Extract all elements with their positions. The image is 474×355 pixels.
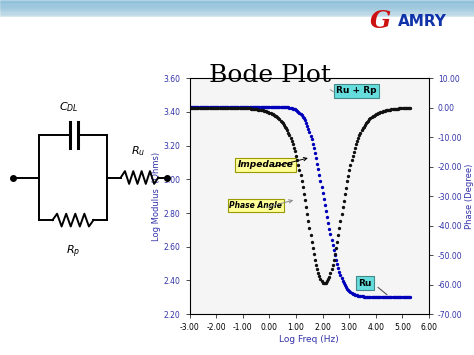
Text: G: G — [370, 9, 391, 33]
Text: Ru: Ru — [358, 279, 372, 288]
Text: Impedance: Impedance — [237, 160, 293, 169]
Text: $R_u$: $R_u$ — [131, 144, 145, 158]
Text: $C_{DL}$: $C_{DL}$ — [59, 100, 79, 114]
Y-axis label: Log Modulus  (Ohms): Log Modulus (Ohms) — [152, 152, 161, 241]
Y-axis label: Phase (Degree): Phase (Degree) — [465, 163, 474, 229]
Bar — [0, 17, 474, 43]
X-axis label: Log Freq (Hz): Log Freq (Hz) — [279, 335, 339, 344]
Text: AMRY: AMRY — [398, 14, 447, 29]
Text: $R_p$: $R_p$ — [66, 244, 80, 260]
Text: Phase Angle: Phase Angle — [229, 201, 283, 210]
Text: Bode Plot: Bode Plot — [209, 64, 331, 87]
Text: Ru + Rp: Ru + Rp — [336, 86, 376, 95]
